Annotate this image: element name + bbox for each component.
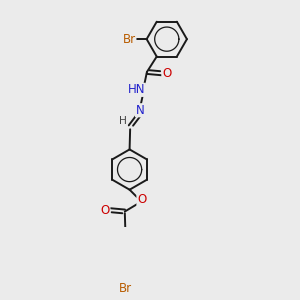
Text: HN: HN bbox=[128, 83, 145, 96]
Text: O: O bbox=[162, 67, 171, 80]
Text: N: N bbox=[136, 104, 144, 117]
Text: O: O bbox=[100, 204, 110, 217]
Text: Br: Br bbox=[119, 282, 132, 295]
Text: Br: Br bbox=[123, 33, 136, 46]
Text: O: O bbox=[137, 193, 146, 206]
Text: H: H bbox=[119, 116, 127, 127]
